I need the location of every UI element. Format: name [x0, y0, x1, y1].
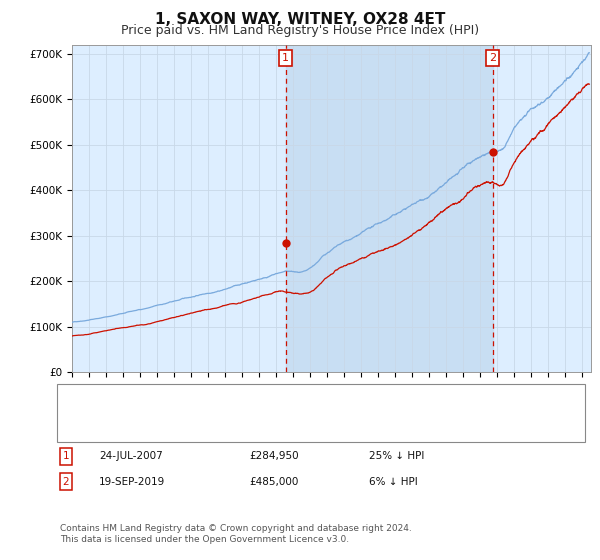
- Text: 1, SAXON WAY, WITNEY, OX28 4ET: 1, SAXON WAY, WITNEY, OX28 4ET: [155, 12, 445, 27]
- Text: 19-SEP-2019: 19-SEP-2019: [99, 477, 165, 487]
- Text: 2: 2: [489, 53, 496, 63]
- Text: Price paid vs. HM Land Registry's House Price Index (HPI): Price paid vs. HM Land Registry's House …: [121, 24, 479, 36]
- Text: 1, SAXON WAY, WITNEY, OX28 4ET (detached house): 1, SAXON WAY, WITNEY, OX28 4ET (detached…: [111, 396, 385, 407]
- Text: —: —: [78, 394, 94, 409]
- Text: 1: 1: [62, 451, 70, 461]
- Text: 6% ↓ HPI: 6% ↓ HPI: [369, 477, 418, 487]
- Text: 1: 1: [282, 53, 289, 63]
- Bar: [286, 45, 493, 372]
- Text: £284,950: £284,950: [249, 451, 299, 461]
- Text: 2: 2: [62, 477, 70, 487]
- Text: 25% ↓ HPI: 25% ↓ HPI: [369, 451, 424, 461]
- Text: —: —: [78, 417, 93, 432]
- Text: HPI: Average price, detached house, West Oxfordshire: HPI: Average price, detached house, West…: [111, 419, 394, 430]
- Text: 24-JUL-2007: 24-JUL-2007: [99, 451, 163, 461]
- Text: £485,000: £485,000: [249, 477, 298, 487]
- Text: Contains HM Land Registry data © Crown copyright and database right 2024.
This d: Contains HM Land Registry data © Crown c…: [60, 524, 412, 544]
